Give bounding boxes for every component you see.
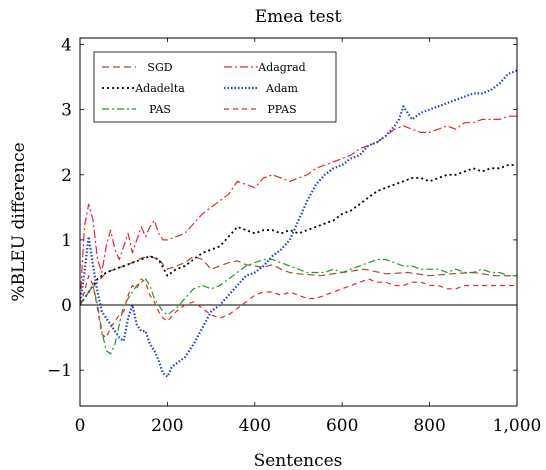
legend-label-adadelta: Adadelta [134, 82, 185, 95]
x-tick-label: 200 [151, 416, 183, 436]
x-tick-label: 800 [413, 416, 445, 436]
x-tick-label: 1,000 [493, 416, 542, 436]
legend: SGD Adagrad Adadelta Adam PAS PPAS [93, 51, 337, 123]
series-line-adagrad [80, 115, 517, 306]
y-tick-label: −1 [47, 361, 72, 381]
y-axis-title: %BLEU difference [9, 142, 29, 301]
series-line-sgd [80, 255, 517, 306]
legend-label-ppas: PPAS [267, 103, 296, 116]
plot-area [79, 37, 518, 407]
plot-frame [79, 37, 518, 407]
legend-label-adam: Adam [265, 82, 299, 95]
chart-title: Emea test [255, 7, 342, 27]
series-line-adadelta [80, 164, 517, 306]
x-tick-label: 0 [75, 416, 86, 436]
y-tick-label: 2 [61, 166, 72, 186]
legend-box [93, 51, 337, 123]
x-tick-label: 400 [239, 416, 271, 436]
x-tick-label: 600 [326, 416, 358, 436]
x-axis: 0 200 400 600 800 1,000 [75, 38, 542, 436]
y-tick-label: 3 [61, 101, 72, 121]
y-tick-label: 1 [61, 231, 72, 251]
series-line-adam [80, 69, 517, 378]
legend-label-sgd: SGD [147, 61, 172, 74]
y-tick-label: 4 [61, 36, 72, 56]
series-line-pas [80, 258, 517, 355]
y-tick-label: 0 [61, 296, 72, 316]
legend-label-adagrad: Adagrad [257, 61, 305, 74]
series-line-ppas [80, 275, 517, 339]
legend-label-pas: PAS [149, 103, 171, 116]
series-layer [80, 69, 517, 378]
y-axis: −1 0 1 2 3 4 [47, 36, 517, 381]
x-axis-title: Sentences [254, 451, 343, 470]
